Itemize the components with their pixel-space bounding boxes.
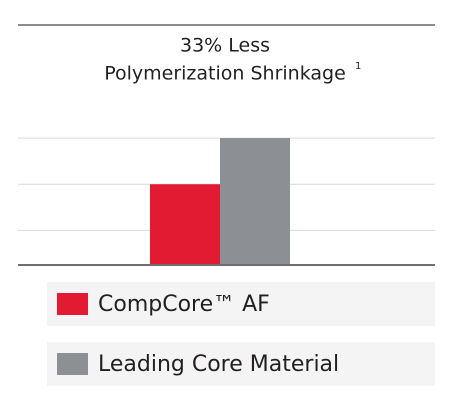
bar xyxy=(220,138,290,265)
bar xyxy=(150,184,220,265)
legend-label: CompCore™ AF xyxy=(98,292,270,317)
legend-label: Leading Core Material xyxy=(98,352,339,377)
legend-swatch xyxy=(57,353,88,375)
legend-row xyxy=(47,282,435,326)
legend-swatch xyxy=(57,293,88,315)
chart-title: Polymerization Shrinkage xyxy=(104,63,346,85)
legend-row xyxy=(47,342,435,386)
footnote-mark: 1 xyxy=(355,61,361,72)
chart-title: 33% Less xyxy=(180,35,270,57)
